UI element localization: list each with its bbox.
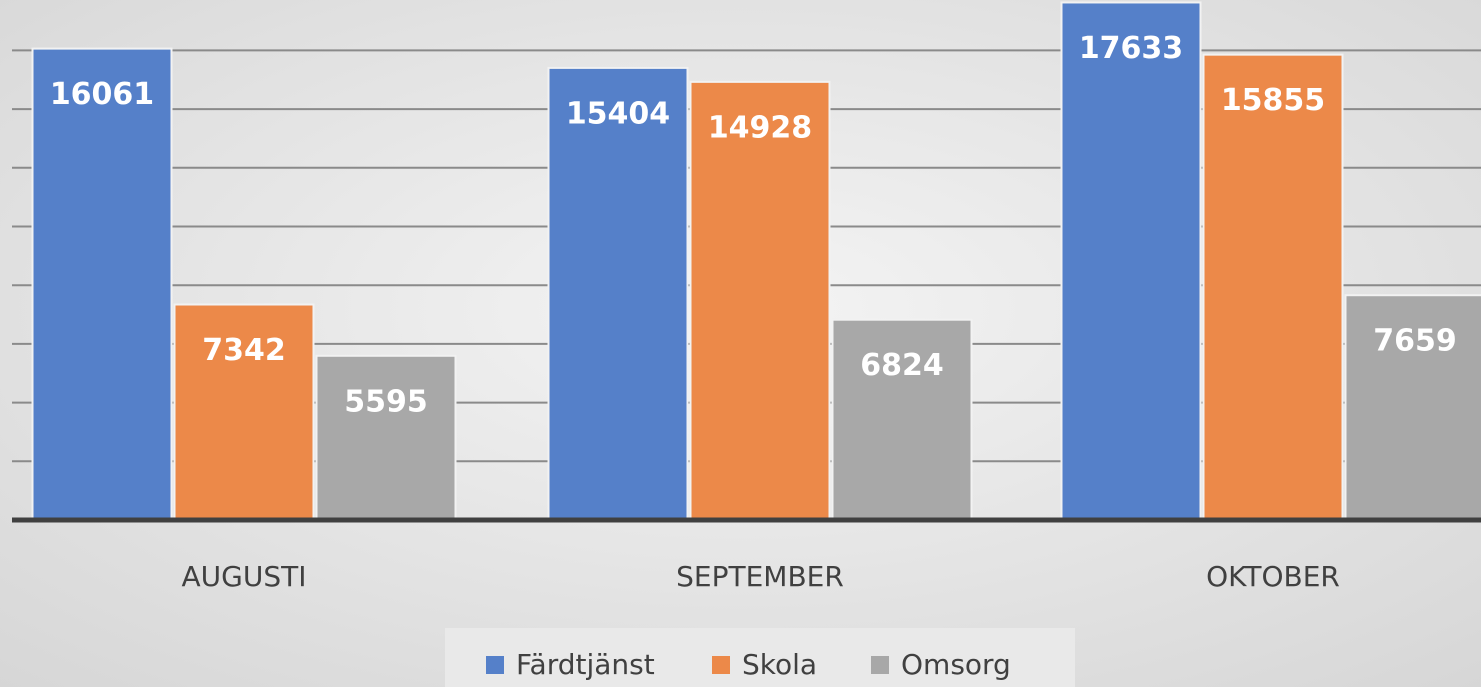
legend-swatch (486, 656, 504, 674)
data-label: 6824 (860, 348, 944, 383)
bar (1344, 294, 1481, 521)
bar (547, 66, 689, 521)
bar (1060, 1, 1202, 522)
data-label: 14928 (708, 110, 812, 145)
bar (315, 354, 457, 521)
bar (173, 303, 315, 521)
data-label: 7342 (202, 333, 286, 368)
data-label: 15404 (566, 96, 670, 131)
data-label: 16061 (50, 77, 154, 112)
data-label: 15855 (1221, 83, 1325, 118)
legend-swatch (712, 656, 730, 674)
legend-swatch (871, 656, 889, 674)
x-tick-label: AUGUSTI (182, 560, 307, 593)
bar (1202, 53, 1344, 521)
data-label: 17633 (1079, 31, 1183, 66)
legend-label: Skola (742, 648, 817, 681)
x-tick-label: OKTOBER (1206, 560, 1340, 593)
x-tick-label: SEPTEMBER (676, 560, 844, 593)
legend-label: Färdtjänst (516, 648, 655, 681)
legend-label: Omsorg (901, 648, 1011, 681)
bar (31, 47, 173, 521)
data-label: 7659 (1373, 324, 1457, 359)
bar (689, 80, 831, 522)
bar (831, 318, 973, 521)
legend-box (445, 628, 1075, 687)
data-label: 5595 (344, 384, 428, 419)
